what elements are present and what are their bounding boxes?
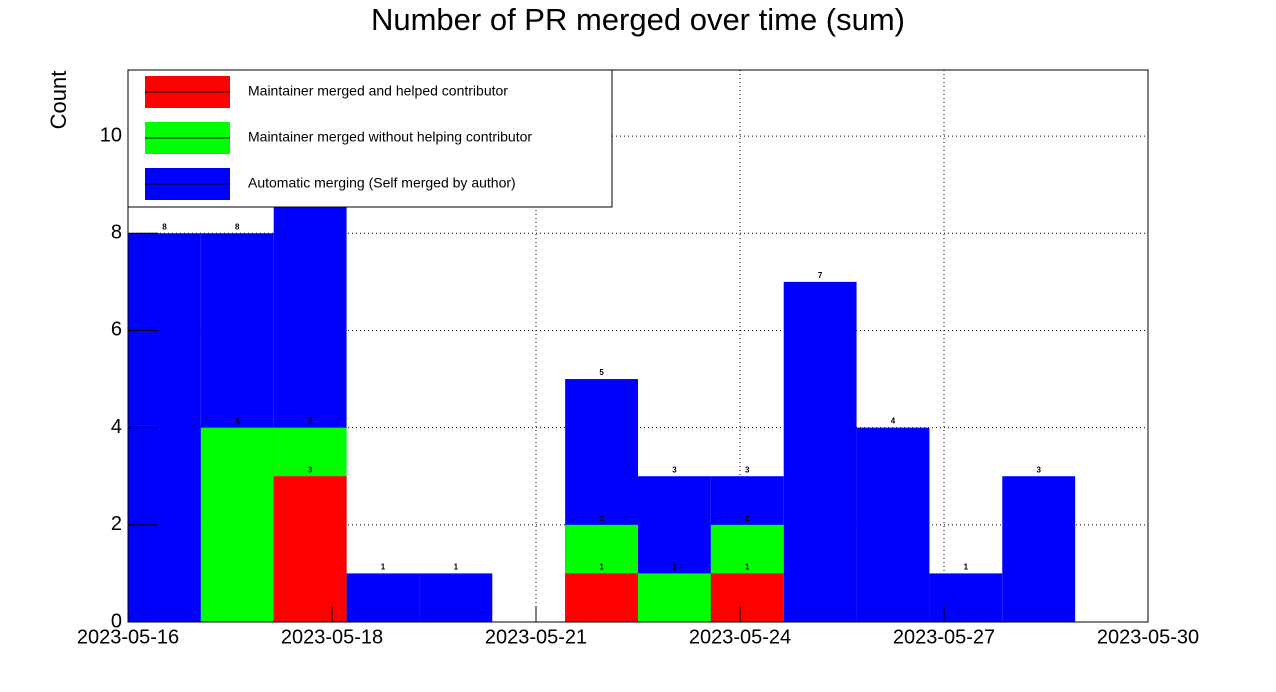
data-label: 1 [599, 563, 604, 572]
data-label: 5 [599, 368, 604, 377]
legend-label: Maintainer merged and helped contributor [248, 83, 508, 99]
bar [710, 573, 784, 622]
data-label: 4 [891, 417, 896, 426]
bar [200, 427, 274, 622]
bar [1002, 476, 1076, 622]
x-tick-label: 2023-05-16 [77, 626, 179, 648]
y-tick-label: 6 [111, 319, 122, 341]
data-label: 3 [308, 465, 313, 474]
data-label: 8 [235, 222, 240, 231]
data-label: 2 [745, 514, 750, 523]
data-label: 1 [672, 563, 677, 572]
bar [929, 573, 1003, 622]
data-label: 1 [745, 563, 750, 572]
y-tick-label: 10 [100, 124, 122, 146]
y-tick-label: 4 [111, 416, 122, 438]
y-tick-label: 2 [111, 513, 122, 535]
bar [638, 573, 711, 622]
bar [346, 573, 420, 622]
legend-label: Automatic merging (Self merged by author… [248, 175, 516, 191]
data-label: 1 [964, 563, 969, 572]
data-label: 3 [745, 465, 750, 474]
data-label: 8 [162, 222, 167, 231]
data-label: 2 [599, 514, 604, 523]
bar [565, 573, 638, 622]
x-tick-label: 2023-05-21 [485, 626, 587, 648]
x-tick-label: 2023-05-30 [1097, 626, 1199, 648]
data-label: 1 [454, 563, 459, 572]
data-label: 4 [308, 417, 313, 426]
data-label: 7 [818, 271, 823, 280]
bar [783, 281, 857, 622]
bar [419, 573, 493, 622]
plot-frame [127, 69, 1149, 623]
chart-title: Number of PR merged over time (sum) [371, 2, 905, 37]
y-tick-label: 8 [111, 222, 122, 244]
data-label: 3 [672, 465, 677, 474]
legend-label: Maintainer merged without helping contri… [248, 129, 532, 145]
data-label: 1 [381, 563, 386, 572]
bar [273, 476, 347, 622]
data-label: 4 [235, 417, 240, 426]
y-axis-label: Count [46, 71, 71, 130]
y-tick-label: 0 [111, 610, 122, 632]
x-tick-label: 2023-05-24 [689, 626, 791, 648]
data-label: 3 [1036, 465, 1041, 474]
x-tick-label: 2023-05-27 [893, 626, 995, 648]
x-tick-label: 2023-05-18 [281, 626, 383, 648]
bar [856, 427, 930, 622]
